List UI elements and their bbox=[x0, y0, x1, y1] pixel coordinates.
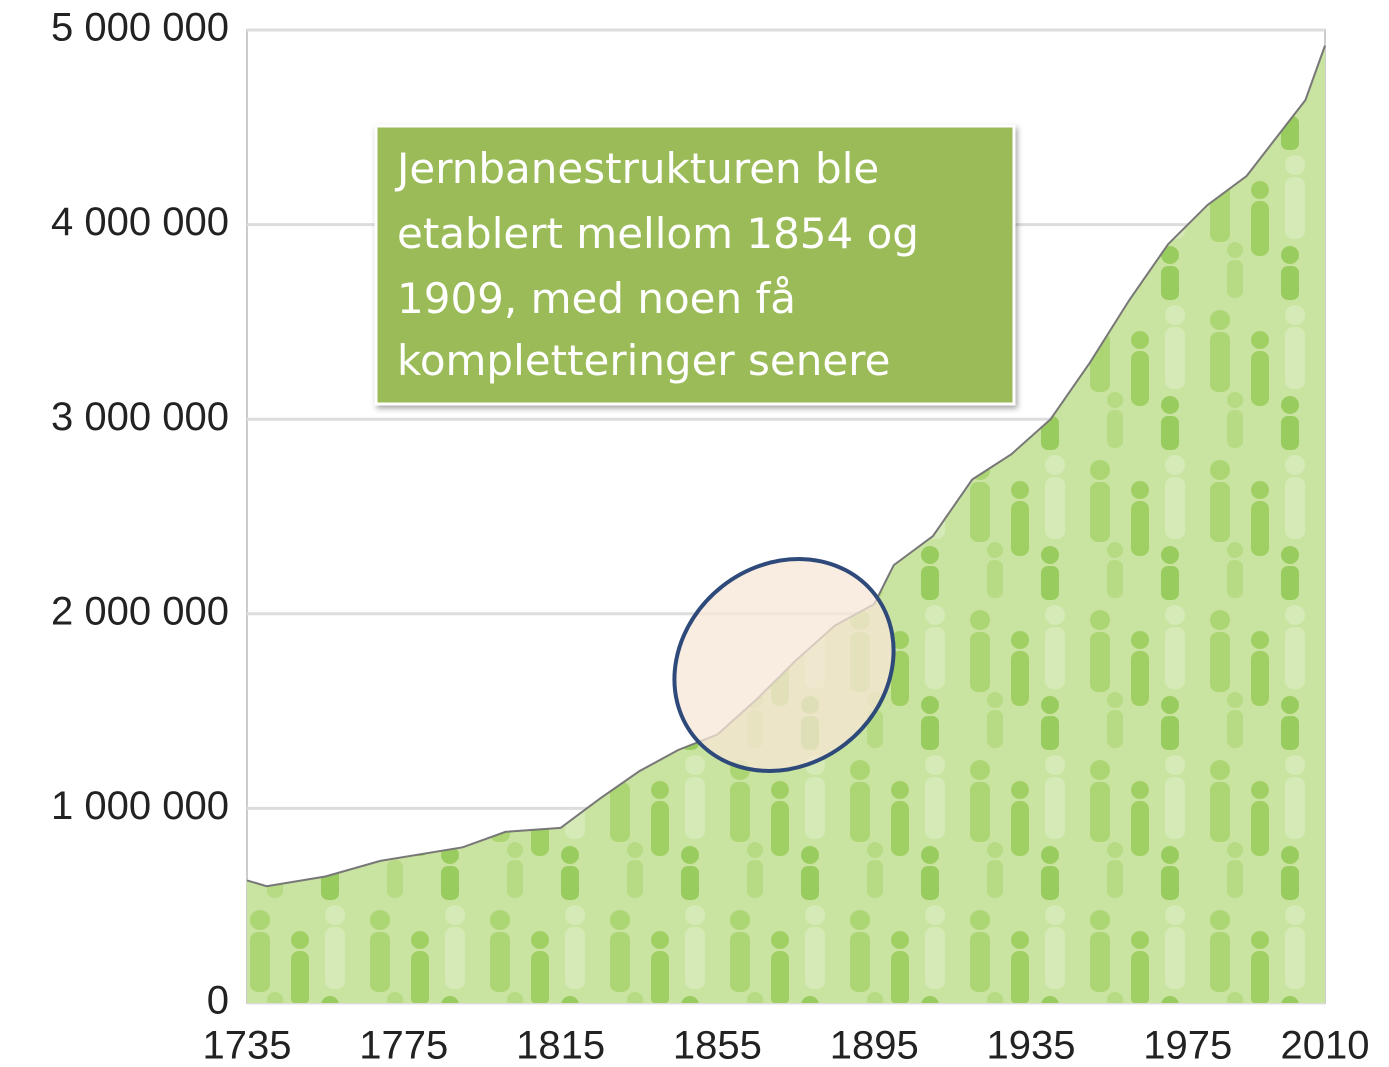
x-tick-label: 1735 bbox=[203, 1024, 292, 1067]
highlight-ellipse bbox=[672, 557, 896, 773]
x-tick-label: 1935 bbox=[987, 1024, 1076, 1067]
y-tick-label: 0 bbox=[207, 979, 229, 1023]
y-tick-label: 1 000 000 bbox=[51, 784, 229, 828]
y-tick-label: 2 000 000 bbox=[51, 589, 229, 633]
annotation-line: kompletteringer senere bbox=[397, 336, 890, 385]
y-tick-label: 5 000 000 bbox=[51, 6, 229, 50]
x-tick-label: 1975 bbox=[1143, 1024, 1232, 1067]
annotation-box bbox=[374, 124, 1016, 406]
y-tick-label: 4 000 000 bbox=[51, 200, 229, 244]
x-tick-label: 1855 bbox=[673, 1024, 762, 1067]
y-tick-label: 3 000 000 bbox=[51, 395, 229, 439]
area bbox=[247, 45, 1325, 1004]
x-tick-label: 1895 bbox=[830, 1024, 919, 1067]
x-tick-label: 1815 bbox=[516, 1024, 605, 1067]
x-tick-label: 1775 bbox=[359, 1024, 448, 1067]
x-tick-label: 2010 bbox=[1281, 1024, 1370, 1067]
area bbox=[247, 45, 1325, 1004]
annotation-line: 1909, med noen få bbox=[397, 274, 796, 323]
annotation-line: Jernbanestrukturen ble bbox=[394, 144, 879, 193]
annotation-line: etablert mellom 1854 og bbox=[397, 209, 919, 258]
